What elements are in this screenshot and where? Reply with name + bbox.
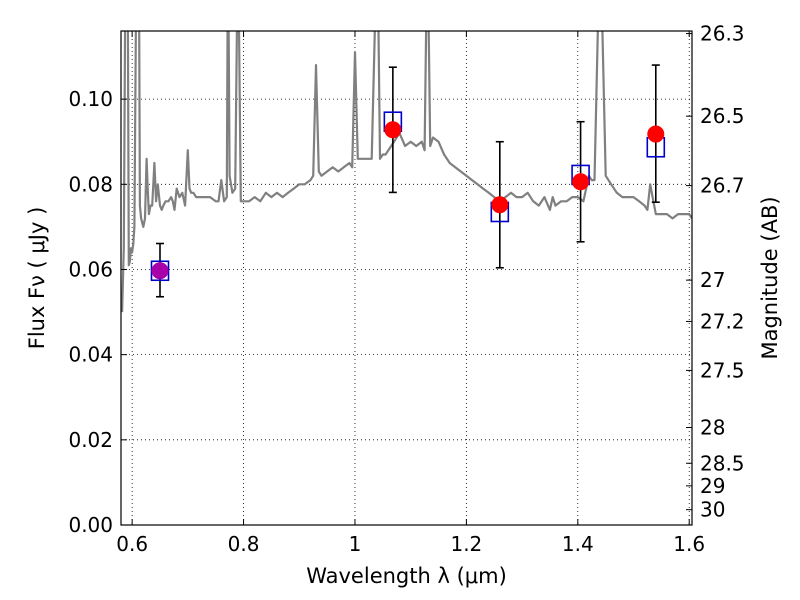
observed-flux-marker (491, 196, 509, 214)
magnitude-tick-label: 30 (700, 498, 725, 522)
y-tick-label: 0.00 (68, 513, 113, 537)
x-tick-label: 1.2 (450, 532, 482, 556)
y-tick-label: 0.10 (68, 87, 113, 111)
magnitude-tick-label: 26.7 (700, 174, 745, 198)
observed-flux-marker (572, 173, 590, 191)
magnitude-tick-label: 27.2 (700, 309, 745, 333)
observed-flux-marker (151, 262, 169, 280)
y-axis-title: Flux Fν ( μJy ) (25, 207, 49, 350)
grid-lines (121, 31, 692, 526)
x-tick-label: 1.6 (673, 532, 705, 556)
magnitude-tick-label: 29 (700, 474, 725, 498)
x-axis-ticks: 0.6 0.8 1 1.2 1.4 1.6 (116, 31, 705, 556)
x-tick-label: 1.4 (562, 532, 594, 556)
observed-flux-marker (384, 121, 402, 139)
model-spectrum-line (121, 31, 692, 313)
right-axis-title: Magnitude (AB) (758, 196, 782, 359)
magnitude-tick-label: 26.3 (700, 22, 745, 46)
observed-flux-marker (647, 125, 665, 143)
y-axis-ticks: 0.00 0.02 0.04 0.06 0.08 0.10 (68, 87, 127, 537)
magnitude-tick-label: 28 (700, 415, 725, 439)
y-tick-label: 0.06 (68, 257, 113, 281)
x-tick-label: 0.8 (228, 532, 260, 556)
magnitude-tick-label: 28.5 (700, 451, 745, 475)
x-tick-label: 0.6 (116, 532, 148, 556)
x-axis-title: Wavelength λ (μm) (306, 564, 507, 588)
magnitude-tick-label: 27.5 (700, 358, 745, 382)
plot-frame (120, 30, 693, 526)
y-tick-label: 0.04 (68, 343, 113, 367)
x-tick-label: 1 (349, 532, 362, 556)
y-tick-label: 0.08 (68, 172, 113, 196)
magnitude-tick-label: 26.5 (700, 104, 745, 128)
model-spectrum (121, 31, 692, 313)
y-tick-label: 0.02 (68, 428, 113, 452)
photometry-points (150, 64, 666, 298)
magnitude-tick-label: 27 (700, 268, 725, 292)
